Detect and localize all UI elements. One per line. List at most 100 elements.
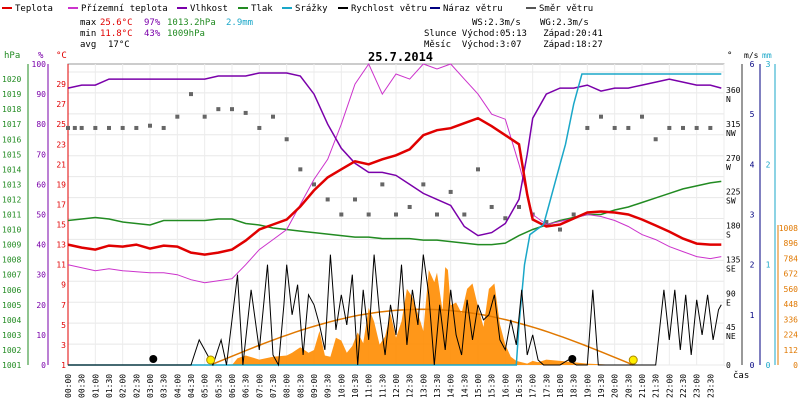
wind-direction-point <box>230 107 234 112</box>
stats-avg-label: avg <box>80 40 96 50</box>
dir-tick: SE <box>726 264 736 273</box>
x-tick: 23:30 <box>706 374 715 398</box>
hpa-tick: 1010 <box>2 226 21 235</box>
x-tick: 20:30 <box>624 374 633 398</box>
x-tick: 21:00 <box>638 374 647 398</box>
x-tick: 02:00 <box>119 374 128 398</box>
chart-title: 25.7.2014 <box>368 50 433 64</box>
wind-direction-point <box>612 125 617 130</box>
wind-direction-point <box>257 125 262 130</box>
mm-tick: 1 <box>766 261 771 270</box>
temperature-line <box>67 116 722 256</box>
wind-direction-point <box>421 182 426 187</box>
hpa-unit: hPa <box>4 51 20 61</box>
x-tick: 11:30 <box>378 374 387 398</box>
pct-tick: 50 <box>36 211 46 220</box>
wind-direction-point <box>271 114 275 119</box>
hpa-tick: 1017 <box>2 120 21 129</box>
x-tick: 18:00 <box>556 374 565 398</box>
x-tick: 10:00 <box>337 374 346 398</box>
x-tick: 20:00 <box>611 374 620 398</box>
axes: 1020101910181017101610151014101310121011… <box>2 60 798 398</box>
wm2-tick: 336 <box>784 315 799 324</box>
x-tick: 05:00 <box>201 374 210 398</box>
wm2-tick: 112 <box>784 346 799 355</box>
dir-tick: W <box>726 163 731 172</box>
c-tick: 17 <box>56 200 66 209</box>
x-tick: 13:00 <box>419 374 428 398</box>
x-tick: 06:30 <box>242 374 251 398</box>
wind-direction-point <box>681 125 685 130</box>
x-tick: 09:00 <box>310 374 319 398</box>
wind-direction-point <box>462 212 467 217</box>
wind-direction-point <box>435 212 439 217</box>
hpa-tick: 1001 <box>2 361 21 370</box>
pct-tick: 90 <box>36 90 46 99</box>
c-tick: 1 <box>61 361 66 370</box>
stats-max-hum: 97% <box>144 18 161 28</box>
c-tick: 27 <box>56 100 66 109</box>
x-tick: 15:00 <box>474 374 483 398</box>
wind-direction-point <box>544 220 549 225</box>
wind-direction-point <box>175 114 180 119</box>
dir-tick: SW <box>726 197 736 206</box>
deg-tick: 225 <box>726 188 741 197</box>
sunset-marker <box>628 355 638 365</box>
deg-tick: 270 <box>726 154 741 163</box>
x-tick: 12:30 <box>406 374 415 398</box>
pct-tick: 40 <box>36 241 46 250</box>
wind-direction-point <box>366 212 371 217</box>
x-tick: 04:00 <box>173 374 182 398</box>
wind-direction-point <box>599 114 603 119</box>
ms-tick: 5 <box>750 110 755 119</box>
wind-direction-point <box>517 204 521 209</box>
wind-direction-point <box>93 125 98 130</box>
wm2-tick: 672 <box>784 270 799 279</box>
wind-direction-point <box>161 125 166 130</box>
wind-direction-point <box>243 110 248 115</box>
pct-tick: 30 <box>36 271 46 280</box>
wind-direction-point <box>148 123 152 128</box>
c-tick: 7 <box>61 301 66 310</box>
deg-tick: 180 <box>726 222 741 231</box>
info-ws: WS:2.3m/s <box>472 18 521 28</box>
pct-unit: % <box>38 51 44 61</box>
wind-direction-point <box>380 182 385 187</box>
c-tick: 15 <box>56 221 66 230</box>
x-tick: 22:00 <box>665 374 674 398</box>
legend-label: Teplota <box>15 4 53 14</box>
dir-tick: E <box>726 298 731 307</box>
x-tick: 17:30 <box>542 374 551 398</box>
stats-max-temp: 25.6°C <box>100 18 133 28</box>
wind-direction-point <box>640 114 644 119</box>
x-tick: 10:30 <box>351 374 360 398</box>
ms-tick: 1 <box>750 311 755 320</box>
x-tick: 03:00 <box>146 374 155 398</box>
hpa-tick: 1018 <box>2 105 21 114</box>
hpa-tick: 1009 <box>2 241 21 250</box>
c-tick: 29 <box>56 80 66 89</box>
wind-direction-point <box>626 125 631 130</box>
x-tick: 17:00 <box>529 374 538 398</box>
dir-tick: S <box>726 231 731 240</box>
wind-direction-point <box>558 227 562 232</box>
pct-tick: 100 <box>32 60 47 69</box>
wind-direction-point <box>202 114 207 119</box>
deg-tick: 90 <box>726 289 736 298</box>
deg-tick: 0 <box>726 361 731 370</box>
wind-direction-point <box>120 125 125 130</box>
stats-min-press: 1009hPa <box>167 29 205 39</box>
stats-min-hum: 43% <box>144 29 161 39</box>
x-tick: 03:30 <box>160 374 169 398</box>
deg-tick: 315 <box>726 120 741 129</box>
wm2-tick: 448 <box>784 300 799 309</box>
legend-label: Náraz větru <box>443 4 503 14</box>
wm2-tick: 224 <box>784 331 799 340</box>
ms-tick: 2 <box>750 261 755 270</box>
wind-direction-point <box>448 189 453 194</box>
wind-direction-point <box>72 125 77 130</box>
wind-direction-point <box>667 125 672 130</box>
hpa-tick: 1004 <box>2 316 21 325</box>
c-tick: 19 <box>56 180 66 189</box>
